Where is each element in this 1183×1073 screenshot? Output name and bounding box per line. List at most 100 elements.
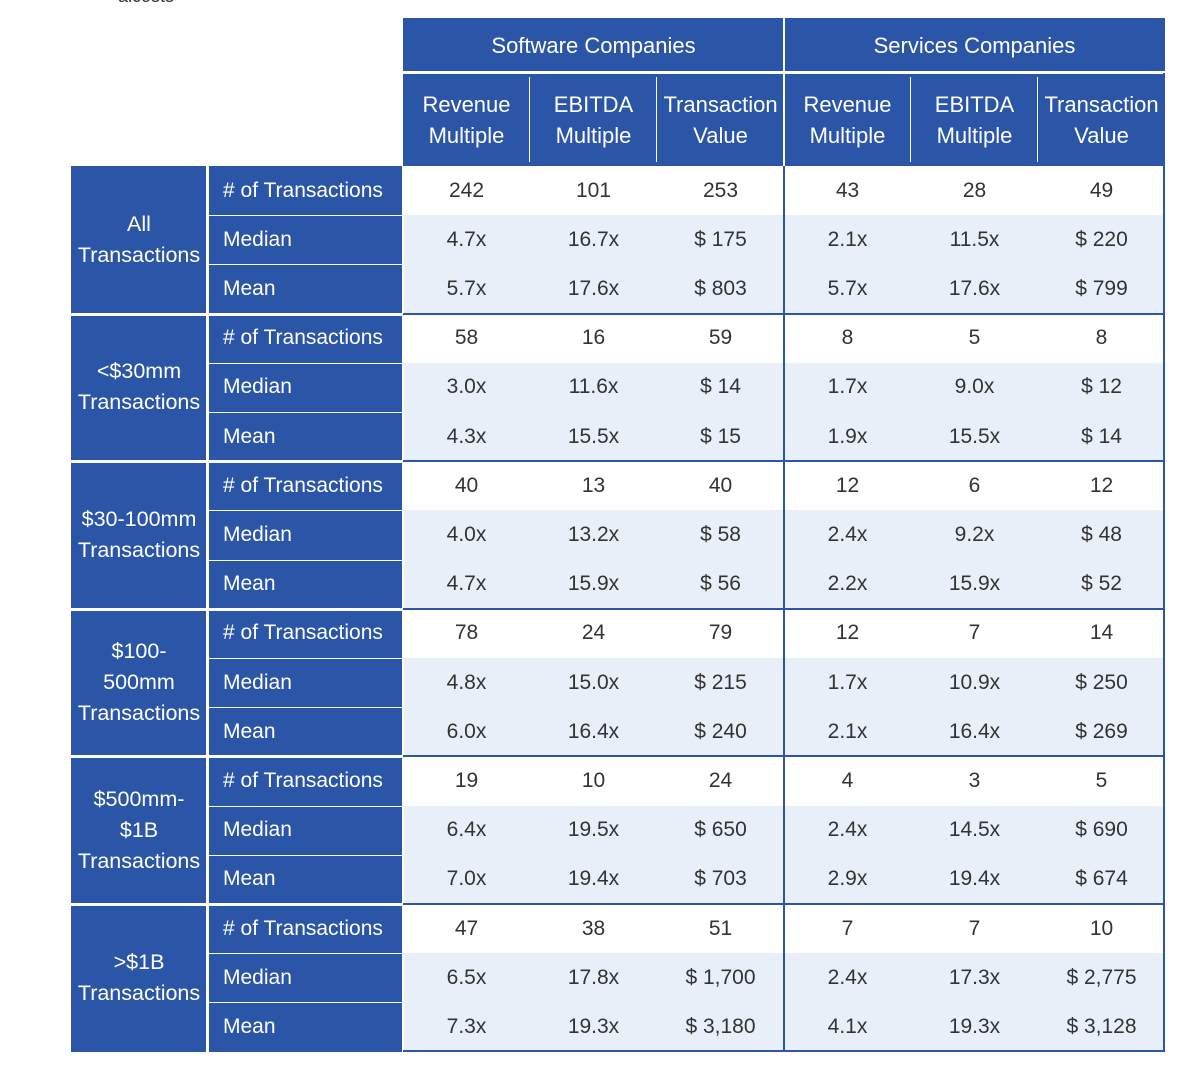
table-cell: 15.5x [911,412,1038,462]
table-cell: 13.2x [530,510,657,560]
table-cell: 5 [1038,756,1165,806]
table-cell: $ 2,775 [1038,953,1165,1003]
row-label: Mean [207,412,403,462]
table-cell: 15.0x [530,658,657,708]
table-cell: 78 [403,608,530,658]
column-header: EBITDA Multiple [911,73,1038,166]
table-cell: 6.4x [403,805,530,855]
table-cell: 6.5x [403,953,530,1003]
table-cell: 24 [530,608,657,658]
section-label: <$30mm Transactions [71,313,207,462]
table-cell: 16 [530,313,657,363]
column-header-line: Multiple [428,122,505,148]
table-cell: $ 269 [1038,707,1165,757]
table-cell: 2.2x [784,559,911,609]
table-cell: 10.9x [911,658,1038,708]
table-cell: 11.5x [911,215,1038,265]
column-header-line: Value [1074,122,1129,148]
label-divider [209,707,403,709]
label-divider [209,510,403,512]
column-header-line: Multiple [809,122,886,148]
section-label-line: Transactions [77,242,201,267]
table-cell: 15.9x [530,559,657,609]
table-cell: 11.6x [530,362,657,412]
section-divider [71,607,403,611]
row-label: # of Transactions [207,461,403,511]
row-label: Mean [207,264,403,314]
table-cell: 40 [657,461,784,511]
table-cell: 7 [784,904,911,954]
table-cell: 17.3x [911,953,1038,1003]
table-cell: 43 [784,166,911,216]
group-header: Software Companies [403,18,784,73]
table-cell: 40 [403,461,530,511]
table-cell: 59 [657,313,784,363]
section-label-line: <$30mm [96,359,182,384]
table-cell: 9.0x [911,362,1038,412]
row-label: Median [207,953,403,1003]
section-label-line: Transactions [77,537,201,562]
table-cell: $ 703 [657,854,784,904]
table-cell: 1.9x [784,412,911,462]
table-cell: 79 [657,608,784,658]
header-divider [529,77,530,162]
column-header: Transaction Value [657,73,784,166]
table-cell: $ 48 [1038,510,1165,560]
table-cell: $ 220 [1038,215,1165,265]
section-label-line: Transactions [77,701,201,726]
table-cell: 5.7x [403,264,530,314]
table-cell: 16.4x [530,707,657,757]
table-cell: 19.4x [911,854,1038,904]
table-cell: $ 1,700 [657,953,784,1003]
transaction-multiples-table: Software Companies Services Companies Reve… [71,18,1166,1053]
label-divider [209,412,403,413]
table-cell: 15.5x [530,412,657,462]
table-cell: 253 [657,166,784,216]
row-label: Mean [207,707,403,757]
table-cell: $ 15 [657,412,784,462]
section-label-line: $30-100mm [81,506,197,531]
table-cell: 3.0x [403,362,530,412]
label-divider [209,362,403,364]
column-header-line: EBITDA [934,91,1015,117]
section-label-line: Transactions [77,848,201,873]
table-cell: 242 [403,166,530,216]
header-divider [1037,77,1038,162]
column-header-line: Value [693,122,748,148]
header-divider [656,77,657,162]
table-cell: 101 [530,166,657,216]
table-cell: $ 250 [1038,658,1165,708]
table-cell: 13 [530,461,657,511]
section-label: >$1B Transactions [71,904,207,1052]
group-header: Services Companies [784,18,1165,73]
row-label: # of Transactions [207,313,403,363]
row-label: Median [207,805,403,855]
table-cell: $ 12 [1038,362,1165,412]
column-header-line: Multiple [555,122,632,148]
table-cell: 17.6x [911,264,1038,314]
table-cell: $ 58 [657,510,784,560]
row-label: Median [207,215,403,265]
label-divider [209,805,403,807]
column-header-line: Transaction [663,91,778,117]
table-cell: 1.7x [784,362,911,412]
row-label: # of Transactions [207,166,403,216]
column-header-line: Multiple [936,122,1013,148]
row-label: # of Transactions [207,756,403,806]
table-cell: 1.7x [784,658,911,708]
table-cell: 3 [911,756,1038,806]
table-cell: 4 [784,756,911,806]
section-label-line: $100- [111,639,167,664]
section-label-line: 500mm [103,670,175,695]
column-header-line: Revenue [803,91,892,117]
table-cell: 12 [784,461,911,511]
table-cell: 19.3x [530,1002,657,1052]
row-label: Mean [207,1002,403,1052]
label-divider [209,215,403,217]
table-cell: 19 [403,756,530,806]
table-cell: 51 [657,904,784,954]
table-cell: 15.9x [911,559,1038,609]
table-cell: 58 [403,313,530,363]
column-header-line: Revenue [422,91,511,117]
table-cell: 8 [1038,313,1165,363]
